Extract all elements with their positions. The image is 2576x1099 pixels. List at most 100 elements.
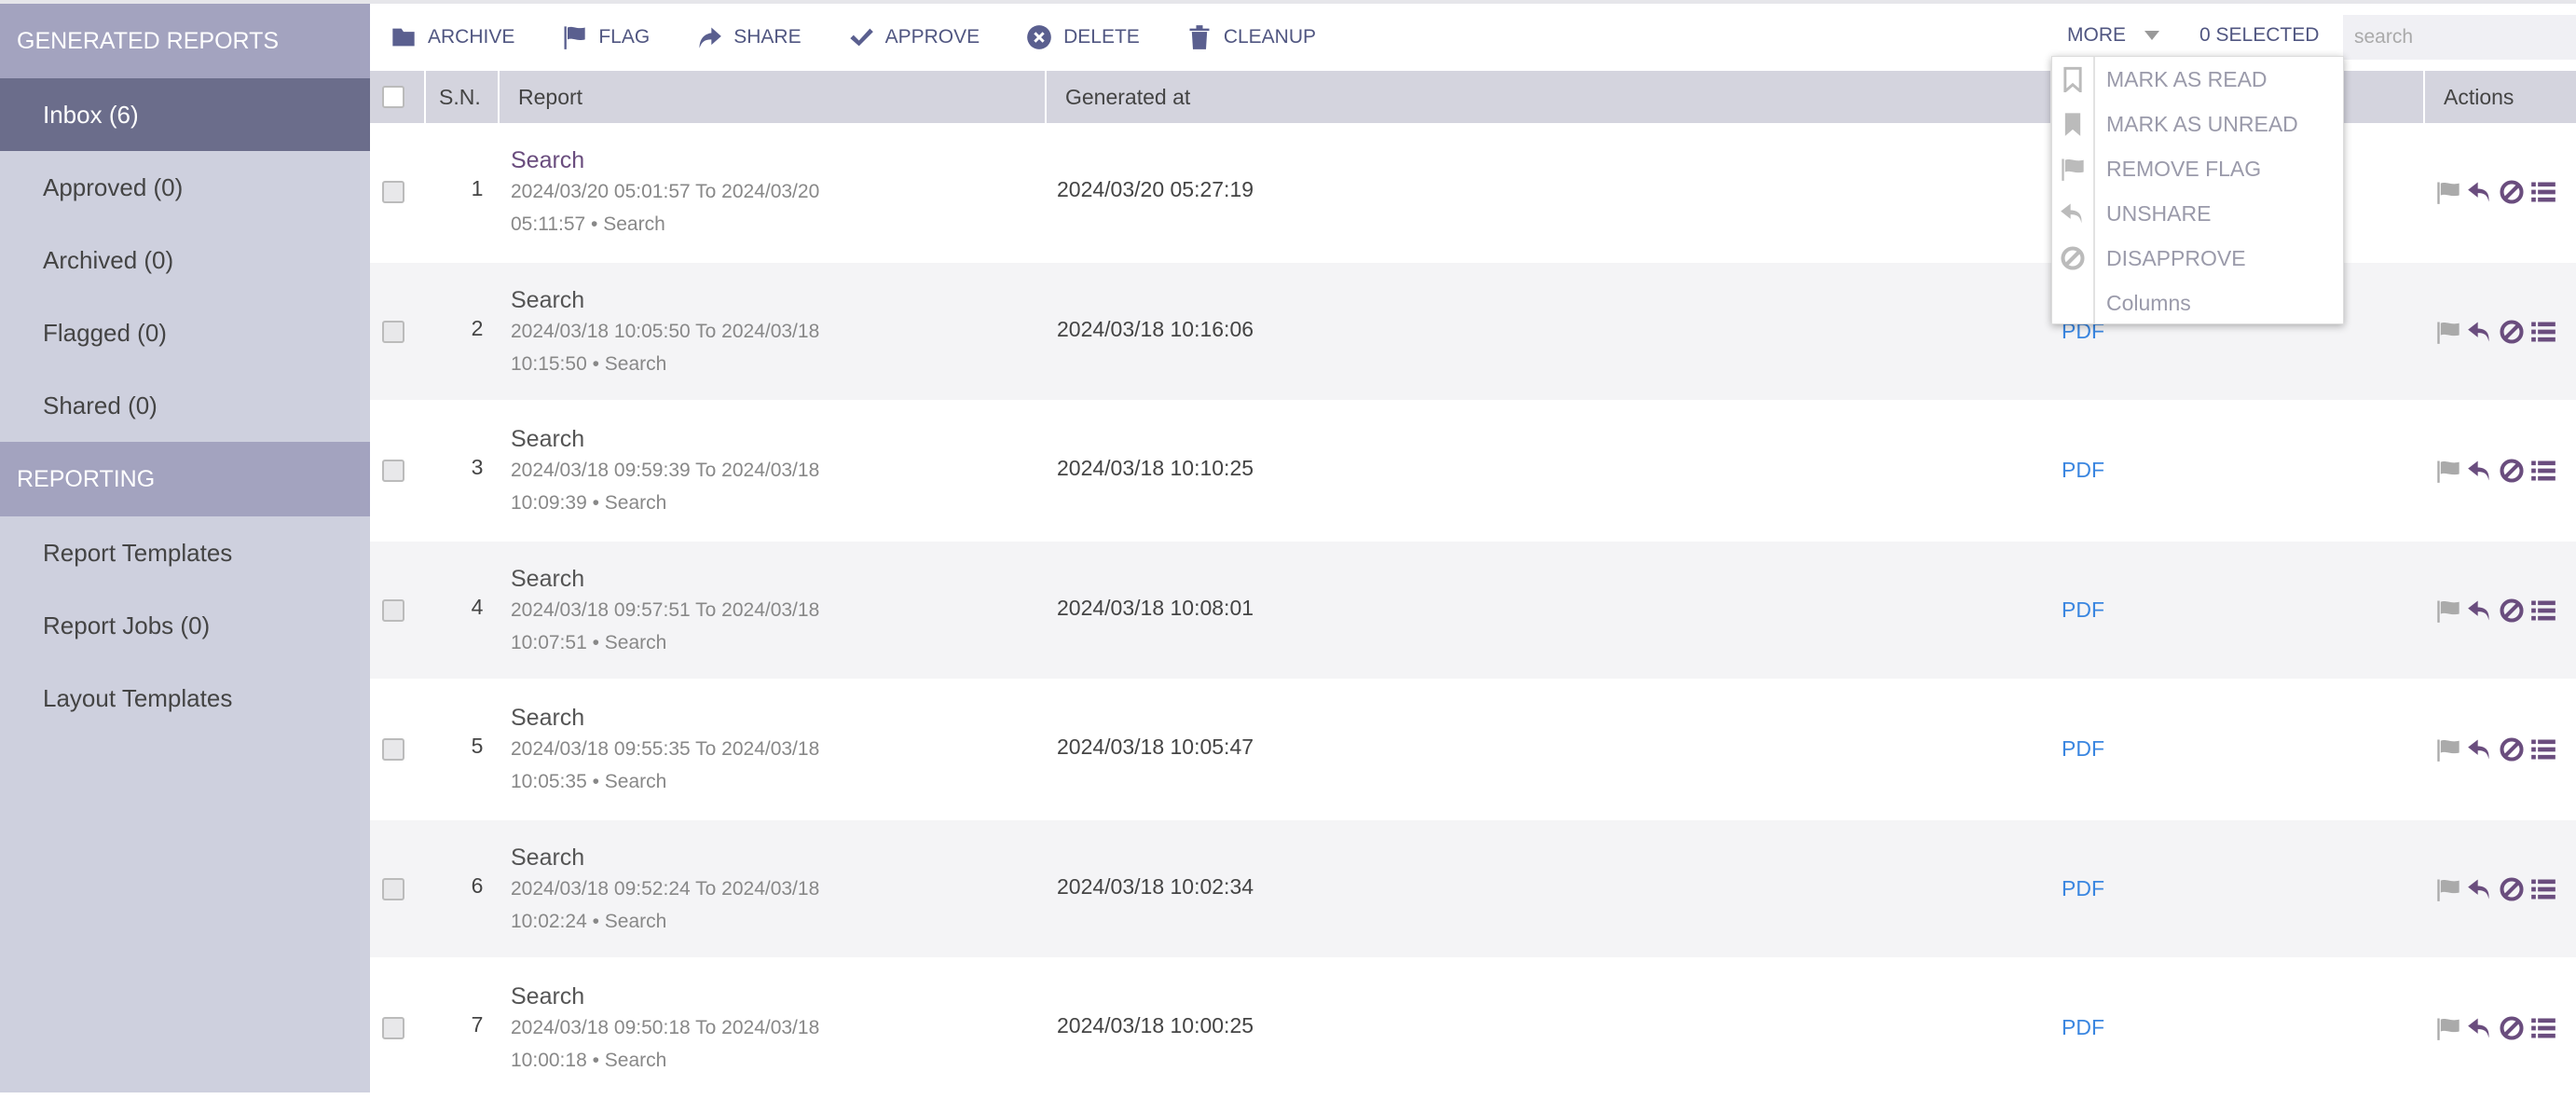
- generated-at: 2024/03/18 10:02:34: [1057, 873, 1254, 899]
- row-checkbox[interactable]: [382, 598, 404, 622]
- disapprove-icon[interactable]: [2499, 736, 2525, 762]
- list-icon[interactable]: [2530, 319, 2556, 345]
- sidebar-item-shared[interactable]: Shared (0): [43, 391, 158, 419]
- sidebar-item-layout-templates[interactable]: Layout Templates: [43, 683, 233, 712]
- row-checkbox[interactable]: [382, 877, 404, 900]
- flag-icon[interactable]: [2435, 319, 2461, 345]
- row-sn: 2: [471, 315, 484, 340]
- table-row[interactable]: 5 Search 2024/03/18 09:55:35 To 2024/03/…: [370, 680, 2576, 820]
- check-icon: [849, 28, 873, 47]
- flag-icon[interactable]: [2435, 598, 2461, 624]
- row-actions: [2435, 1015, 2556, 1041]
- cleanup-button[interactable]: CLEANUP: [1186, 24, 1316, 50]
- row-checkbox[interactable]: [382, 181, 404, 203]
- sidebar-item-report-jobs[interactable]: Report Jobs (0): [43, 611, 211, 639]
- list-icon[interactable]: [2530, 876, 2556, 902]
- disapprove-icon[interactable]: [2499, 319, 2525, 345]
- folder-icon: [392, 28, 415, 47]
- report-title[interactable]: Search: [511, 286, 585, 313]
- table-row[interactable]: 6 Search 2024/03/18 09:52:24 To 2024/03/…: [370, 819, 2576, 959]
- flag-button[interactable]: FLAG: [561, 24, 650, 50]
- sidebar-item-flagged[interactable]: Flagged (0): [43, 318, 167, 347]
- report-cell: Search 2024/03/18 10:05:50 To 2024/03/18…: [511, 287, 902, 379]
- flag-icon[interactable]: [2435, 458, 2461, 484]
- pdf-link[interactable]: PDF: [2062, 736, 2104, 761]
- pdf-link[interactable]: PDF: [2062, 875, 2104, 900]
- reply-icon[interactable]: [2467, 319, 2493, 345]
- report-title[interactable]: Search: [511, 426, 585, 452]
- archive-button[interactable]: ARCHIVE: [391, 24, 514, 50]
- header-report[interactable]: Report: [498, 71, 1045, 123]
- row-checkbox[interactable]: [382, 460, 404, 482]
- report-title[interactable]: Search: [511, 565, 585, 592]
- table-row[interactable]: 7 Search 2024/03/18 09:50:18 To 2024/03/…: [370, 959, 2576, 1099]
- sidebar-item-report-templates[interactable]: Report Templates: [43, 538, 233, 567]
- menu-item-mark-as-read[interactable]: MARK AS READ: [2052, 57, 2343, 102]
- table-row[interactable]: 3 Search 2024/03/18 09:59:39 To 2024/03/…: [370, 402, 2576, 542]
- reply-icon[interactable]: [2467, 458, 2493, 484]
- list-icon[interactable]: [2530, 598, 2556, 624]
- reply-icon[interactable]: [2467, 876, 2493, 902]
- sidebar-item-approved[interactable]: Approved (0): [43, 172, 184, 201]
- pdf-link[interactable]: PDF: [2062, 1015, 2104, 1039]
- reply-icon[interactable]: [2467, 1015, 2493, 1041]
- header-generated[interactable]: Generated at: [1045, 71, 2050, 123]
- pdf-link[interactable]: PDF: [2062, 458, 2104, 482]
- row-checkbox[interactable]: [382, 1017, 404, 1039]
- more-dropdown[interactable]: MORE: [2067, 24, 2159, 47]
- flag-icon[interactable]: [2435, 876, 2461, 902]
- menu-item-columns[interactable]: Columns: [2052, 281, 2343, 325]
- report-range: 2024/03/18 09:59:39 To 2024/03/18: [511, 460, 820, 481]
- report-range-end: 10:05:35 • Search: [511, 771, 667, 792]
- menu-item-mark-as-unread[interactable]: MARK AS UNREAD: [2052, 102, 2343, 146]
- row-actions: [2435, 736, 2556, 762]
- reply-icon[interactable]: [2467, 736, 2493, 762]
- list-icon[interactable]: [2530, 1015, 2556, 1041]
- table-row[interactable]: 4 Search 2024/03/18 09:57:51 To 2024/03/…: [370, 541, 2576, 680]
- report-cell: Search 2024/03/18 09:55:35 To 2024/03/18…: [511, 705, 902, 797]
- reply-icon[interactable]: [2467, 598, 2493, 624]
- row-checkbox[interactable]: [382, 738, 404, 761]
- header-actions: Actions: [2423, 71, 2576, 123]
- menu-item-unshare[interactable]: UNSHARE: [2052, 191, 2343, 236]
- disapprove-icon[interactable]: [2499, 458, 2525, 484]
- report-title[interactable]: Search: [511, 844, 585, 871]
- report-title[interactable]: Search: [511, 705, 585, 731]
- bookmark-outline-icon: [2063, 66, 2082, 92]
- flag-icon[interactable]: [2435, 1015, 2461, 1041]
- share-button[interactable]: SHARE: [696, 24, 802, 50]
- search-input[interactable]: [2343, 15, 2576, 60]
- disapprove-icon[interactable]: [2499, 598, 2525, 624]
- disapprove-icon[interactable]: [2499, 1015, 2525, 1041]
- row-checkbox[interactable]: [382, 320, 404, 343]
- disapprove-icon[interactable]: [2499, 179, 2525, 205]
- reply-icon: [2061, 203, 2082, 224]
- flag-icon[interactable]: [2435, 179, 2461, 205]
- list-icon[interactable]: [2530, 458, 2556, 484]
- sidebar-item-archived[interactable]: Archived (0): [43, 245, 174, 274]
- row-actions: [2435, 179, 2556, 205]
- generated-at: 2024/03/18 10:10:25: [1057, 456, 1254, 480]
- report-cell: Search 2024/03/18 09:59:39 To 2024/03/18…: [511, 426, 902, 518]
- header-sn[interactable]: S.N.: [424, 71, 498, 123]
- reply-icon[interactable]: [2467, 179, 2493, 205]
- report-title[interactable]: Search: [511, 147, 585, 173]
- flag-icon[interactable]: [2435, 736, 2461, 762]
- pdf-link[interactable]: PDF: [2062, 597, 2104, 622]
- select-all-checkbox[interactable]: [382, 86, 404, 108]
- flag-icon: [564, 26, 586, 49]
- delete-button[interactable]: DELETE: [1026, 24, 1140, 50]
- list-icon[interactable]: [2530, 179, 2556, 205]
- report-title[interactable]: Search: [511, 983, 585, 1010]
- disapprove-icon[interactable]: [2499, 876, 2525, 902]
- menu-item-remove-flag[interactable]: REMOVE FLAG: [2052, 146, 2343, 191]
- report-range: 2024/03/18 09:50:18 To 2024/03/18: [511, 1017, 820, 1038]
- menu-item-disapprove[interactable]: DISAPPROVE: [2052, 236, 2343, 281]
- table-row[interactable]: 1 Search 2024/03/20 05:01:57 To 2024/03/…: [370, 123, 2576, 263]
- sidebar-item-inbox[interactable]: Inbox (6): [0, 78, 370, 151]
- approve-button[interactable]: APPROVE: [848, 24, 980, 50]
- list-icon[interactable]: [2530, 736, 2556, 762]
- report-range-end: 10:02:24 • Search: [511, 910, 667, 932]
- row-actions: [2435, 598, 2556, 624]
- more-label: MORE: [2067, 24, 2126, 46]
